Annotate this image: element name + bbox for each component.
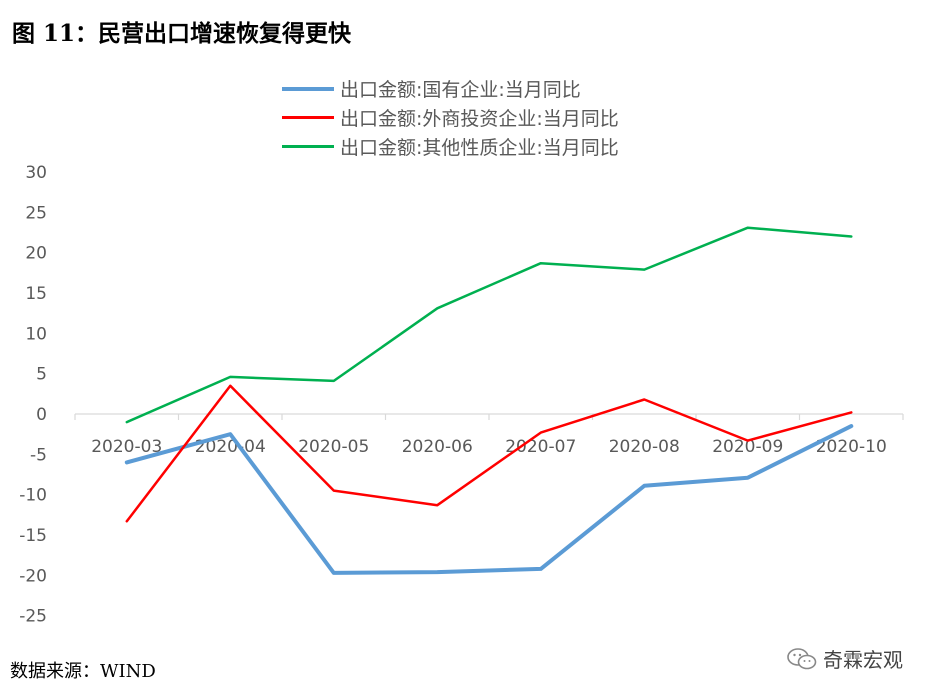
series-line-2 xyxy=(125,226,853,424)
legend-swatch xyxy=(282,116,334,119)
legend-item: 出口金额:外商投资企业:当月同比 xyxy=(282,103,619,132)
x-tick-label: 2020-04 xyxy=(195,437,266,457)
y-tick-label: -5 xyxy=(30,445,47,465)
chart-legend: 出口金额:国有企业:当月同比出口金额:外商投资企业:当月同比 出口金额:其他性质企… xyxy=(282,74,619,161)
series-line-1 xyxy=(125,384,853,523)
x-tick-label: 2020-07 xyxy=(505,437,576,457)
y-tick-label: 20 xyxy=(25,244,47,264)
x-tick-label: 2020-08 xyxy=(609,437,680,457)
y-tick-label: 25 xyxy=(25,203,47,223)
legend-swatch xyxy=(282,145,334,148)
wechat-icon xyxy=(787,647,817,669)
x-axis: 2020-03 2020-04 2020-05 2020-06 2020-07 2020-… xyxy=(74,413,904,457)
x-tick-label: 2020-06 xyxy=(402,437,473,457)
x-tick-label: 2020-10 xyxy=(816,437,887,457)
x-tick-label: 2020-09 xyxy=(712,437,783,457)
series-line-0 xyxy=(124,424,854,575)
watermark: 奇霖宏观 xyxy=(787,644,903,673)
y-tick-label: -20 xyxy=(19,566,47,586)
figure-title: 图 11：民营出口增速恢复得更快 xyxy=(12,20,352,47)
y-tick-label: 5 xyxy=(36,365,47,385)
legend-label: 出口金额:外商投资企业:当月同比 xyxy=(340,108,619,130)
data-source: 数据来源：WIND xyxy=(10,661,156,682)
legend-label: 出口金额:其他性质企业:当月同比 xyxy=(340,137,619,159)
y-tick-label: 15 xyxy=(25,284,47,304)
x-tick-label: 2020-05 xyxy=(298,437,369,457)
legend-item: 出口金额:其他性质企业:当月同比 xyxy=(282,132,619,161)
y-tick-label: 0 xyxy=(36,405,47,425)
legend-label: 出口金额:国有企业:当月同比 xyxy=(340,79,581,101)
y-tick-label: -15 xyxy=(19,526,47,546)
legend-swatch xyxy=(282,86,334,91)
y-tick-label: 10 xyxy=(25,324,47,344)
y-tick-label: -10 xyxy=(19,486,47,506)
series-lines xyxy=(124,226,854,575)
y-tick-label: 30 xyxy=(25,163,47,183)
watermark-text: 奇霖宏观 xyxy=(823,648,903,672)
y-axis-ticks: 30 25 20 15 10 5 0 -5 -10 -15 -20 -25 xyxy=(19,163,47,627)
x-tick-label: 2020-03 xyxy=(91,437,162,457)
legend-item: 出口金额:国有企业:当月同比 xyxy=(282,74,619,103)
y-tick-label: -25 xyxy=(19,607,47,627)
